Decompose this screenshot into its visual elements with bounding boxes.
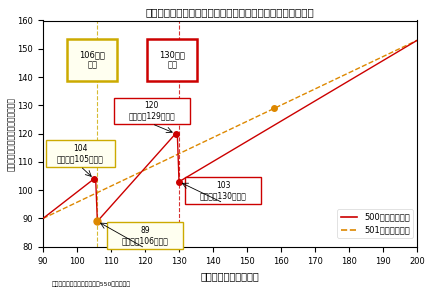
Y-axis label: 世帯の可処分所得の増加額（万円）: 世帯の可処分所得の増加額（万円） xyxy=(7,97,16,170)
FancyBboxPatch shape xyxy=(185,177,261,204)
Text: 89
（配偶者106万円）: 89 （配偶者106万円） xyxy=(121,226,168,245)
Text: 120
（配偶者129万円）: 120 （配偶者129万円） xyxy=(128,101,175,121)
Text: 104
（配偶者105万円）: 104 （配偶者105万円） xyxy=(57,144,104,163)
Text: （注）主たる生計者の年収が550万円の場合: （注）主たる生計者の年収が550万円の場合 xyxy=(52,281,131,287)
Text: 103
（配偶者130万円）: 103 （配偶者130万円） xyxy=(200,181,247,200)
Legend: 500人以下の企業, 501人以上の企業: 500人以下の企業, 501人以上の企業 xyxy=(337,209,413,238)
FancyBboxPatch shape xyxy=(67,39,117,81)
FancyBboxPatch shape xyxy=(107,222,183,249)
Text: 130万円
の壁: 130万円 の壁 xyxy=(159,50,185,70)
Title: （図表４）配偶者の年収に対する世帯の可処分所得の増加額: （図表４）配偶者の年収に対する世帯の可処分所得の増加額 xyxy=(146,7,314,17)
FancyBboxPatch shape xyxy=(46,140,115,167)
FancyBboxPatch shape xyxy=(147,39,197,81)
Text: 106万円
の壁: 106万円 の壁 xyxy=(79,50,105,70)
FancyBboxPatch shape xyxy=(114,98,190,124)
X-axis label: 配偶者の年収（万円）: 配偶者の年収（万円） xyxy=(201,271,260,281)
